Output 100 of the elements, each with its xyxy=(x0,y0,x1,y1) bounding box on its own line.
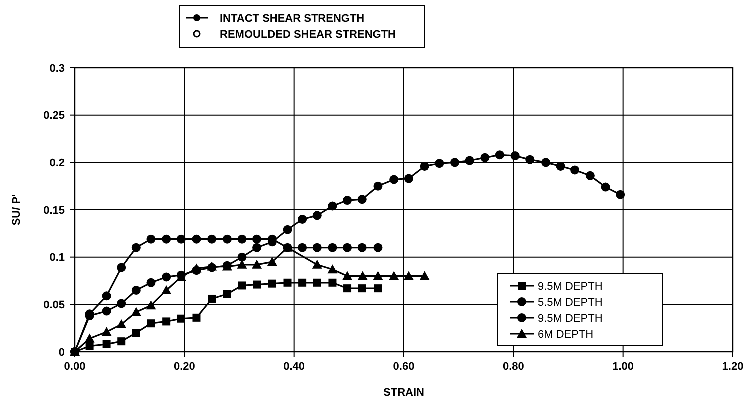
point xyxy=(252,243,262,252)
y-tick-label: 0.3 xyxy=(50,62,65,75)
point xyxy=(450,158,460,168)
point xyxy=(268,280,276,288)
point xyxy=(146,278,156,288)
point xyxy=(192,264,202,273)
point xyxy=(328,202,338,211)
point xyxy=(373,271,384,280)
x-tick-label: 0.40 xyxy=(284,361,306,373)
point xyxy=(480,153,490,162)
text: REMOULDED SHEAR STRENGTH xyxy=(220,28,396,41)
point xyxy=(146,300,156,310)
point xyxy=(116,320,127,329)
point xyxy=(117,263,126,272)
point xyxy=(86,342,94,350)
point xyxy=(542,158,551,168)
point xyxy=(404,174,414,184)
point xyxy=(132,329,140,338)
point xyxy=(162,272,172,282)
point xyxy=(131,307,142,316)
point xyxy=(616,190,626,200)
point xyxy=(238,282,246,290)
point xyxy=(358,195,367,204)
point xyxy=(374,284,382,293)
x-tick-label: 0.80 xyxy=(502,361,524,373)
text: INTACT SHEAR STRENGTH xyxy=(220,12,365,25)
point xyxy=(222,234,232,244)
y-tick-label: 0.2 xyxy=(50,158,65,170)
point xyxy=(253,280,262,289)
point xyxy=(328,264,338,274)
x-tick-label: 0.60 xyxy=(393,361,415,373)
point xyxy=(84,334,95,343)
point xyxy=(343,243,352,252)
point xyxy=(132,243,141,252)
point xyxy=(389,271,400,280)
point xyxy=(208,294,216,303)
point xyxy=(358,271,368,280)
point xyxy=(556,162,566,171)
point xyxy=(420,162,430,171)
point xyxy=(162,318,171,326)
point xyxy=(252,260,262,269)
point xyxy=(312,211,322,220)
point xyxy=(404,271,414,280)
point xyxy=(132,286,141,295)
point xyxy=(510,152,520,161)
x-tick-label: 0.20 xyxy=(174,361,196,373)
point xyxy=(328,243,338,252)
point xyxy=(312,260,322,269)
point xyxy=(358,243,367,252)
legend-label: 9.5M DEPTH xyxy=(538,312,603,325)
y-tick-label: 0.25 xyxy=(44,110,65,122)
y-tick-label: 0.05 xyxy=(44,300,65,312)
legend-label: 5.5M DEPTH xyxy=(538,296,603,309)
y-tick-label: 0.1 xyxy=(50,252,65,264)
point xyxy=(102,327,112,336)
point xyxy=(284,278,292,287)
point xyxy=(147,320,156,328)
point xyxy=(298,214,308,224)
point xyxy=(298,278,307,287)
point xyxy=(162,285,172,294)
legend-label: 6M DEPTH xyxy=(538,328,594,341)
point xyxy=(344,284,352,293)
point xyxy=(283,225,292,234)
point xyxy=(102,306,112,316)
point xyxy=(267,257,278,266)
point xyxy=(298,243,308,252)
y-tick-label: 0 xyxy=(58,346,65,359)
x-tick-label: 1.00 xyxy=(612,361,634,373)
point xyxy=(192,234,202,244)
point xyxy=(570,166,580,175)
point xyxy=(252,234,262,244)
point xyxy=(177,314,186,323)
point xyxy=(102,340,111,348)
point xyxy=(465,156,474,166)
point xyxy=(192,314,201,322)
point xyxy=(342,271,353,280)
point xyxy=(238,234,247,244)
point xyxy=(208,234,217,244)
legend-label: 9.5M DEPTH xyxy=(538,280,603,293)
y-axis-title: SU/ P' xyxy=(11,194,23,226)
point xyxy=(313,278,322,287)
point xyxy=(312,243,322,252)
point xyxy=(118,338,126,346)
point xyxy=(435,159,444,168)
point xyxy=(328,278,337,287)
point xyxy=(102,292,112,301)
point xyxy=(374,243,383,252)
point xyxy=(146,234,156,244)
x-tick-label: 1.20 xyxy=(722,361,744,373)
point xyxy=(162,234,172,244)
point xyxy=(358,284,366,293)
point xyxy=(117,299,126,308)
point xyxy=(374,182,383,191)
point xyxy=(343,196,352,206)
point xyxy=(176,234,186,244)
point xyxy=(601,182,610,192)
point xyxy=(390,175,399,184)
y-tick-label: 0.15 xyxy=(44,204,65,217)
x-axis-title: STRAIN xyxy=(384,387,425,399)
point xyxy=(495,150,504,160)
